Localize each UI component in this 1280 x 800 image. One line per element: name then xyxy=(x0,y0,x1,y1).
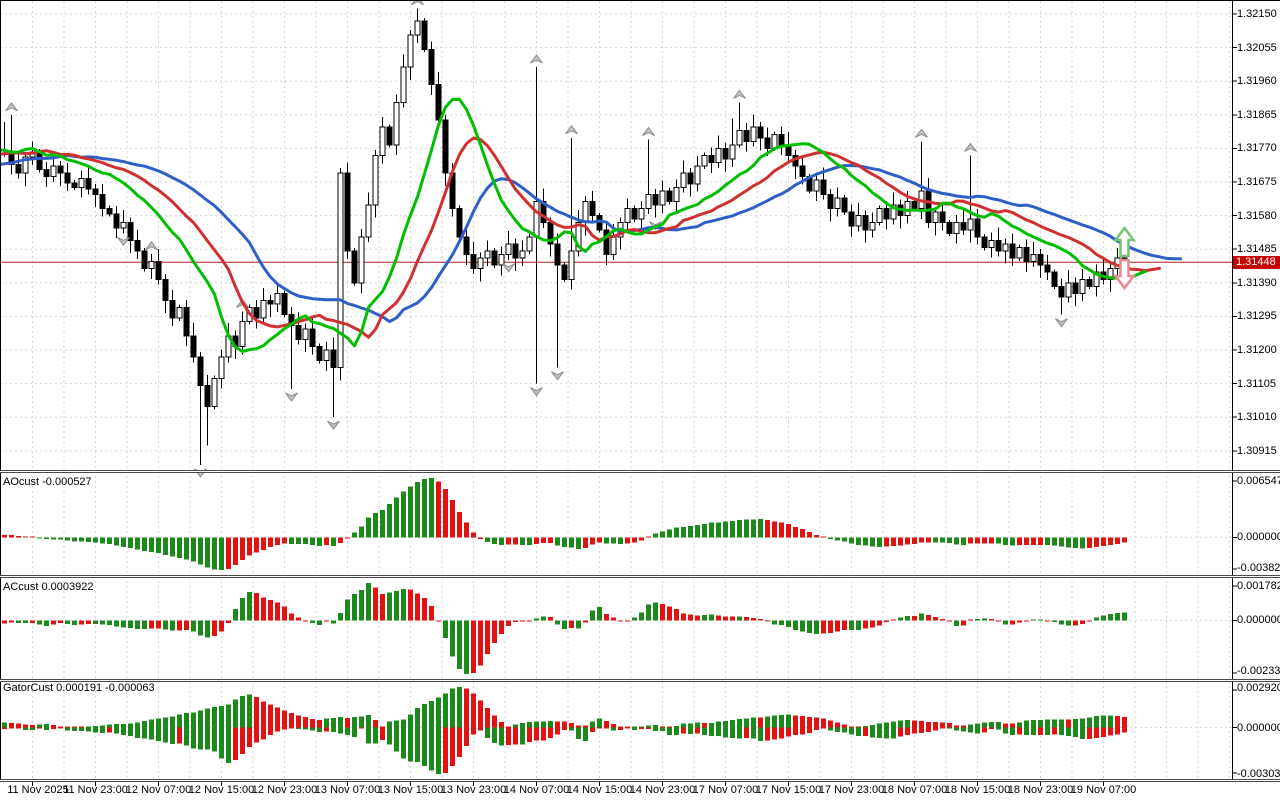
alligator-lips-line xyxy=(0,97,1147,353)
time-axis-label: 12 Nov 15:00 xyxy=(188,784,255,796)
fractal-down-icon xyxy=(551,371,564,381)
sell-signal-arrow-icon xyxy=(1113,258,1136,291)
fractal-up-icon xyxy=(411,0,424,6)
time-axis-label: 17 Nov 07:00 xyxy=(692,784,759,796)
time-axis-label: 11 Nov 23:00 xyxy=(63,784,128,796)
price-axis-label: 1.32055 xyxy=(1237,41,1277,54)
gridlines xyxy=(0,1,1232,779)
time-axis-label: 11 Nov 2025 xyxy=(7,784,69,796)
gator-axis-max: 0.002920 xyxy=(1237,682,1280,694)
current-price-badge: 1.31448 xyxy=(1233,256,1280,269)
price-axis-label: 1.31390 xyxy=(1237,276,1277,289)
price-axis-label: 1.30915 xyxy=(1237,444,1277,457)
time-axis-label: 17 Nov 15:00 xyxy=(755,784,822,796)
fractal-down-icon xyxy=(502,263,515,273)
time-axis-label: 14 Nov 07:00 xyxy=(503,784,570,796)
fractal-down-icon xyxy=(117,236,130,247)
panel-separator[interactable] xyxy=(0,679,1280,682)
ac-histogram xyxy=(2,583,1127,674)
price-axis-label: 1.31010 xyxy=(1237,411,1277,424)
ao-indicator-label: AOcust -0.000527 xyxy=(3,476,92,488)
time-axis-label: 18 Nov 15:00 xyxy=(944,784,1011,796)
price-axis-label: 1.31770 xyxy=(1237,142,1277,155)
price-axis-label: 1.31580 xyxy=(1237,209,1277,222)
price-axis-label: 1.31485 xyxy=(1237,243,1277,256)
gator-histogram xyxy=(2,687,1127,774)
time-axis-label: 14 Nov 23:00 xyxy=(629,784,696,796)
fractal-up-icon xyxy=(530,54,543,64)
time-axis-label: 17 Nov 23:00 xyxy=(818,784,885,796)
price-axis-label: 1.31105 xyxy=(1237,377,1276,390)
ac-indicator-label: ACcust 0.0003922 xyxy=(3,581,94,593)
candles xyxy=(0,8,1128,465)
fractal-up-icon xyxy=(642,126,655,137)
fractal-up-icon xyxy=(915,128,928,138)
gator-axis-min: -0.003032 xyxy=(1237,768,1280,780)
price-axis-label: 1.31200 xyxy=(1237,344,1277,356)
ao-axis-max: 0.006547 xyxy=(1237,475,1280,487)
time-axis-label: 14 Nov 15:00 xyxy=(566,784,633,796)
fractal-down-icon xyxy=(327,420,340,431)
fractal-up-icon xyxy=(733,89,746,99)
fractal-up-icon xyxy=(145,240,158,251)
fractal-down-icon xyxy=(285,392,298,402)
alligator-jaw-line xyxy=(0,154,1182,323)
price-axis-label: 1.31865 xyxy=(1237,108,1277,121)
ac-axis-min: -0.0023338 xyxy=(1237,665,1280,677)
buy-signal-arrow-icon xyxy=(1113,225,1136,258)
time-axis-label: 13 Nov 07:00 xyxy=(314,784,381,796)
alligator-teeth-line xyxy=(0,136,1161,339)
fractal-up-icon xyxy=(964,142,977,152)
time-axis-label: 12 Nov 07:00 xyxy=(125,784,192,796)
panel-separator[interactable] xyxy=(0,470,1280,473)
price-axis-label: 1.31295 xyxy=(1237,310,1277,323)
fractal-down-icon xyxy=(530,387,543,397)
ao-axis-zero: 0.000000 xyxy=(1237,531,1280,543)
price-axis-label: 1.31960 xyxy=(1237,75,1277,88)
time-axis-label: 18 Nov 23:00 xyxy=(1007,784,1074,796)
ac-axis-zero: 0.0000000 xyxy=(1237,614,1280,626)
ao-axis-min: -0.003828 xyxy=(1237,562,1280,574)
fractal-down-icon xyxy=(1055,318,1068,328)
ac-axis-max: 0.0017827 xyxy=(1237,580,1280,592)
time-axis-label: 19 Nov 07:00 xyxy=(1070,784,1137,796)
time-axis-label: 18 Nov 07:00 xyxy=(881,784,948,796)
fractal-up-icon xyxy=(565,124,578,135)
time-axis-label: 13 Nov 15:00 xyxy=(377,784,444,796)
time-axis-label: 13 Nov 23:00 xyxy=(440,784,507,796)
price-axis-label: 1.32150 xyxy=(1237,8,1277,20)
price-axis-label: 1.31675 xyxy=(1237,176,1277,188)
gator-indicator-label: GatorCust 0.000191 -0.000063 xyxy=(3,682,155,694)
time-axis-label: 12 Nov 23:00 xyxy=(251,784,318,796)
panel-separator[interactable] xyxy=(0,779,1280,782)
panel-separator[interactable] xyxy=(0,575,1280,578)
ao-histogram xyxy=(2,478,1127,570)
gator-axis-zero: 0.000000 xyxy=(1237,722,1280,734)
fractal-up-icon xyxy=(5,101,18,112)
